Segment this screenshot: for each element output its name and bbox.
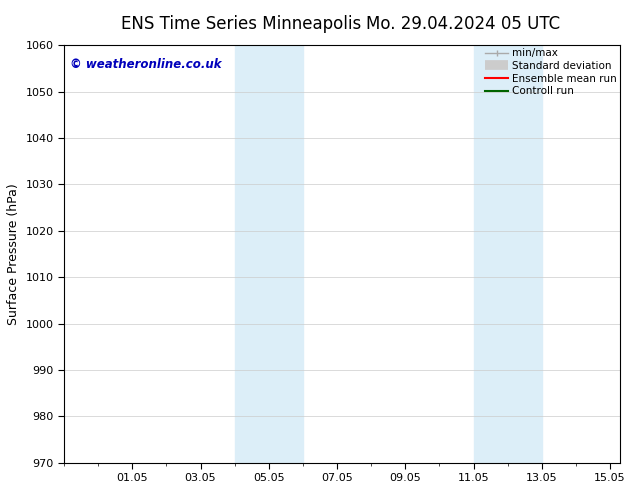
Text: Mo. 29.04.2024 05 UTC: Mo. 29.04.2024 05 UTC — [366, 15, 560, 33]
Y-axis label: Surface Pressure (hPa): Surface Pressure (hPa) — [7, 183, 20, 325]
Bar — [235, 45, 303, 463]
Text: © weatheronline.co.uk: © weatheronline.co.uk — [70, 58, 221, 71]
Legend: min/max, Standard deviation, Ensemble mean run, Controll run: min/max, Standard deviation, Ensemble me… — [486, 49, 617, 96]
Text: ENS Time Series Minneapolis: ENS Time Series Minneapolis — [121, 15, 361, 33]
Bar — [474, 45, 542, 463]
